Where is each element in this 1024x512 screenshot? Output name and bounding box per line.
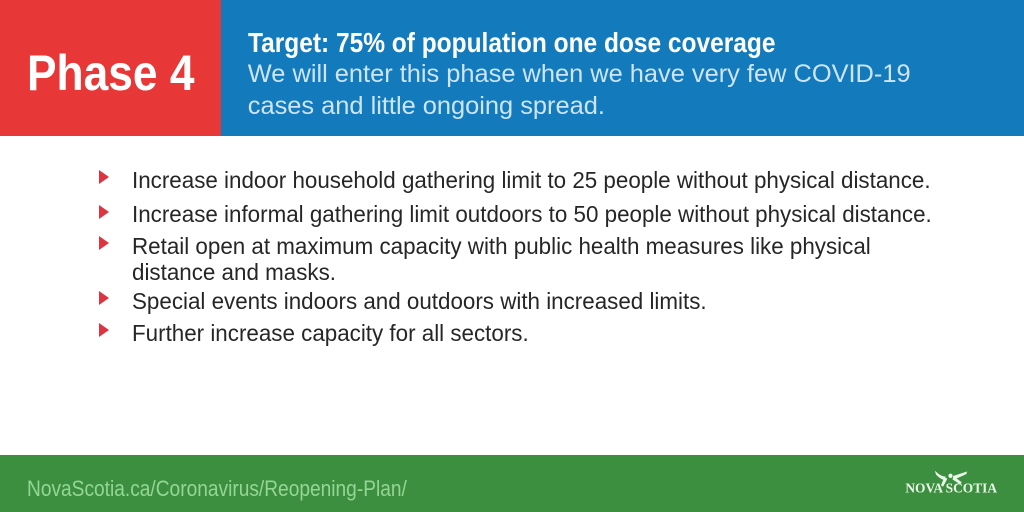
svg-text:NOVA SCOTIA: NOVA SCOTIA (905, 481, 997, 496)
